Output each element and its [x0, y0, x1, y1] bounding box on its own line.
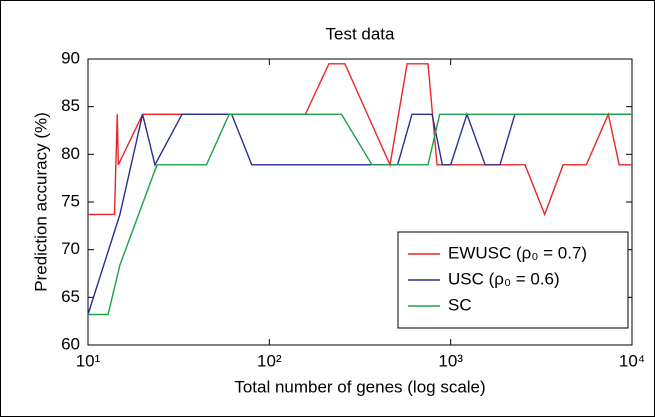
legend-label: USC (ρ₀ = 0.6) — [448, 269, 560, 288]
x-tick-label: 10³ — [438, 351, 463, 370]
legend-label: SC — [448, 295, 472, 314]
chart-title: Test data — [326, 24, 396, 43]
y-tick-label: 60 — [61, 334, 80, 353]
x-tick-label: 10⁴ — [619, 351, 645, 370]
y-tick-label: 90 — [61, 48, 80, 67]
y-axis-label: Prediction accuracy (%) — [31, 112, 50, 292]
series-line — [88, 113, 632, 316]
x-axis-label: Total number of genes (log scale) — [234, 377, 485, 396]
y-tick-label: 70 — [61, 239, 80, 258]
series-line — [87, 112, 632, 315]
y-tick-label: 80 — [61, 144, 80, 163]
series-line — [88, 63, 632, 217]
y-tick-label: 75 — [61, 191, 80, 210]
x-tick-label: 10¹ — [76, 351, 101, 370]
y-tick-label: 65 — [61, 287, 80, 306]
x-tick-label: 10² — [257, 351, 282, 370]
y-tick-label: 85 — [61, 96, 80, 115]
legend-label: EWUSC (ρ₀ = 0.7) — [448, 243, 587, 262]
